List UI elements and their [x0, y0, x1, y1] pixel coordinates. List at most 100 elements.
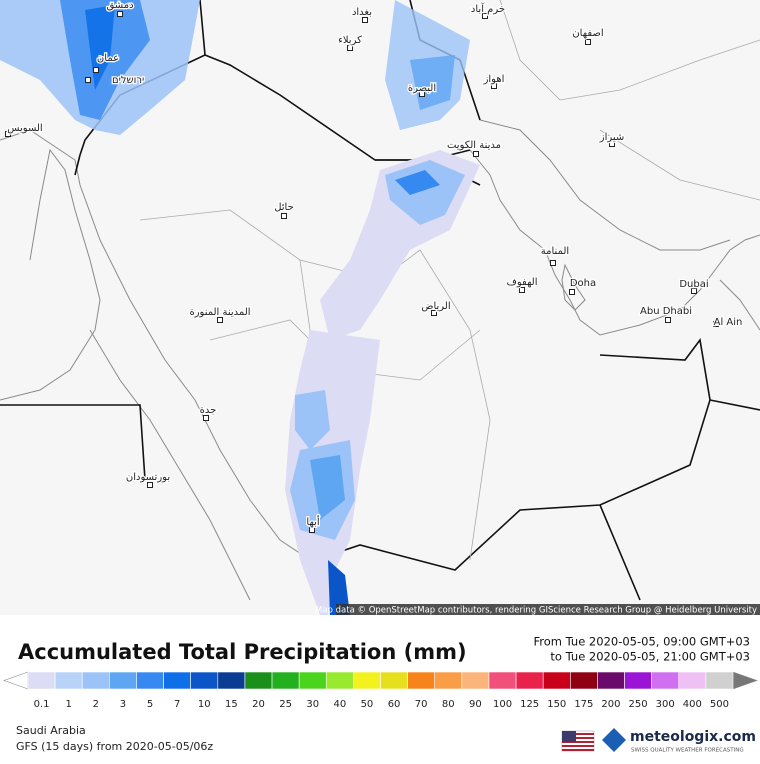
colorbar-swatch	[542, 671, 571, 690]
colorbar-label: 60	[388, 699, 401, 710]
colorbar-label: 2	[93, 699, 99, 710]
colorbar-label: 90	[469, 699, 482, 710]
colorbar-swatch	[298, 671, 327, 690]
precipitation	[0, 0, 480, 615]
colorbar-swatch	[624, 671, 652, 690]
city-label: Abu Dhabi	[640, 306, 692, 317]
colorbar-label: 70	[415, 699, 428, 710]
colorbar-swatch	[407, 671, 436, 690]
city-label: اصفهان	[572, 28, 603, 39]
city-marker	[347, 45, 353, 51]
colorbar-label: 250	[629, 699, 648, 710]
city-marker	[217, 317, 223, 323]
colorbar-swatch	[27, 671, 56, 690]
colorbar-label: 3	[120, 699, 126, 710]
colorbar-swatch	[217, 671, 246, 690]
colorbar-arrow-left	[3, 671, 29, 690]
city-marker	[473, 151, 479, 157]
colorbar-swatch	[54, 671, 83, 690]
city-marker	[713, 321, 719, 327]
colorbar-swatch	[244, 671, 273, 690]
city-label: Al Ain	[714, 317, 743, 328]
city-label: Dubai	[679, 279, 708, 290]
colorbar-label: 150	[547, 699, 566, 710]
city-marker	[431, 310, 437, 316]
time-from: From Tue 2020-05-05, 09:00 GMT+03	[533, 635, 750, 649]
time-to: to Tue 2020-05-05, 21:00 GMT+03	[550, 650, 750, 664]
city-label: Doha	[570, 278, 596, 289]
city-label: حائل	[274, 202, 294, 213]
colorbar-label: 25	[279, 699, 292, 710]
region: Saudi Arabia	[16, 724, 86, 737]
city-label: أبها	[306, 515, 319, 528]
colorbar-label: 80	[442, 699, 455, 710]
city-marker	[147, 482, 153, 488]
city-marker	[550, 260, 556, 266]
colorbar-swatch	[678, 671, 707, 690]
city-marker	[609, 141, 615, 147]
colorbar-label: 50	[361, 699, 374, 710]
colorbar-swatch	[190, 671, 219, 690]
legend-title: Accumulated Total Precipitation (mm)	[18, 640, 467, 664]
city-label: الرياض	[421, 301, 450, 312]
colorbar-label: 100	[493, 699, 512, 710]
city-marker	[665, 317, 671, 323]
city-marker	[117, 11, 123, 17]
colorbar-label: 5	[147, 699, 153, 710]
city-label: السويس	[7, 123, 42, 134]
colorbar-label: 15	[225, 699, 238, 710]
colorbar-swatch	[488, 671, 517, 690]
city-marker	[203, 415, 209, 421]
city-marker	[491, 83, 497, 89]
attribution-bg	[336, 604, 760, 615]
colorbar-label: 0.1	[34, 699, 50, 710]
colorbar-swatch	[271, 671, 300, 690]
colorbar-label: 300	[656, 699, 675, 710]
city-label: دمشق	[106, 0, 133, 11]
city-label: شيراز	[599, 132, 625, 143]
colorbar-label: 30	[306, 699, 319, 710]
colorbar-label: 125	[520, 699, 539, 710]
colorbar-swatch	[515, 671, 544, 690]
colorbar-label: 400	[683, 699, 702, 710]
model-run: GFS (15 days) from 2020-05-05/06z	[16, 740, 213, 753]
colorbar-arrow-right	[732, 671, 758, 690]
colorbar: 0.1 1 2 3 5 7 10 15 20 25 30 40 50 60 70 80 90 100 125 150 1…	[3, 671, 758, 710]
colorbar-swatch	[163, 671, 191, 690]
tagline: SWISS QUALITY WEATHER FORECASTING	[631, 748, 744, 754]
city-label: بغداد	[352, 7, 372, 18]
city-label: البصرة	[408, 83, 436, 94]
colorbar-swatch	[651, 671, 680, 690]
city-label: جدة	[200, 405, 217, 416]
colorbar-swatch	[109, 671, 137, 690]
city-label: المدينة المنورة	[189, 307, 250, 318]
city-marker	[5, 131, 11, 137]
colorbar-swatch	[597, 671, 625, 690]
colorbar-label: 1	[65, 699, 71, 710]
flag	[561, 730, 595, 752]
city-marker	[419, 91, 425, 97]
map: دمشق بغداد خرم آباد كربلاء اصفهان عمان ירושלים…	[0, 0, 760, 616]
colorbar-label: 500	[710, 699, 729, 710]
city-marker	[569, 289, 575, 295]
city-marker	[482, 13, 488, 19]
city-marker	[281, 213, 287, 219]
colorbar-swatch	[570, 671, 598, 690]
city-label: خرم آباد	[471, 2, 505, 15]
city-marker	[309, 527, 315, 533]
city-label: بورتسودان	[126, 472, 170, 483]
colorbar-swatch	[380, 671, 408, 690]
city-marker	[362, 17, 368, 23]
colorbar-label: 10	[198, 699, 211, 710]
colorbar-swatch	[461, 671, 490, 690]
city-marker	[691, 288, 697, 294]
colorbar-label: 175	[574, 699, 593, 710]
colorbar-swatch	[434, 671, 463, 690]
brand: meteologix.com	[630, 729, 756, 745]
logo-icon	[602, 728, 626, 752]
colorbar-swatch	[136, 671, 164, 690]
city-marker	[585, 39, 591, 45]
colorbar-swatch	[705, 671, 734, 690]
colorbar-label: 20	[252, 699, 265, 710]
